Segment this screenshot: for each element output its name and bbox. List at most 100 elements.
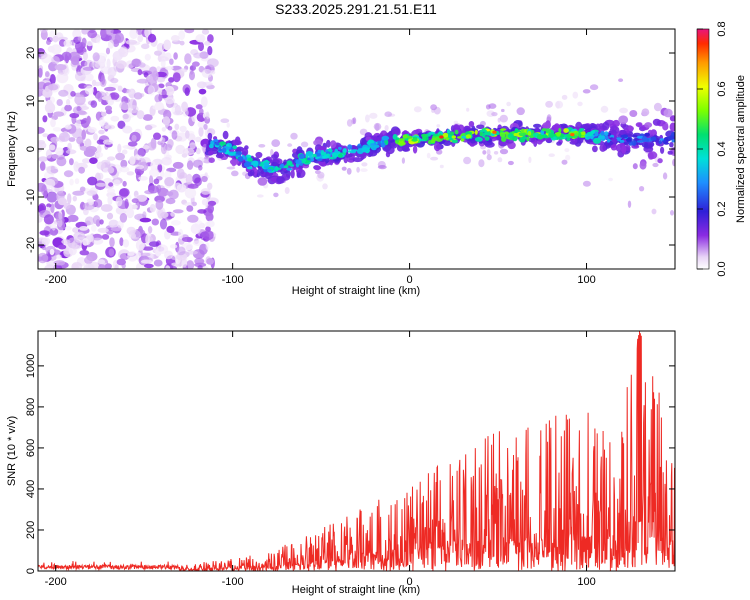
heatmap-noise-cell: [98, 129, 105, 135]
snr-frame: [37, 330, 676, 572]
heatmap-noise-cell: [195, 34, 206, 43]
heatmap-noise-cell: [82, 51, 88, 61]
heatmap-noise-cell: [126, 171, 135, 176]
heatmap-signal-cell: [610, 125, 618, 132]
heatmap-signal-cell: [432, 133, 439, 137]
heatmap-signal-cell: [663, 142, 670, 145]
spectrogram-y-tick-label: -10: [25, 189, 37, 205]
heatmap-signal-cell: [465, 131, 472, 136]
heatmap-signal-cell: [641, 142, 649, 148]
heatmap-noise-cell: [572, 91, 579, 99]
heatmap-noise-cell: [176, 253, 188, 261]
heatmap-noise-cell: [142, 246, 154, 251]
heatmap-signal-cell: [295, 159, 302, 165]
heatmap-noise-cell: [144, 53, 151, 61]
heatmap-noise-cell: [174, 123, 180, 130]
heatmap-noise-cell: [436, 124, 441, 128]
heatmap-noise-cell: [64, 226, 72, 231]
heatmap-noise-cell: [172, 209, 184, 214]
heatmap-signal-cell: [559, 133, 565, 138]
heatmap-signal-cell: [619, 139, 625, 143]
heatmap-noise-cell: [125, 39, 138, 45]
heatmap-noise-cell: [40, 29, 48, 33]
heatmap-noise-cell: [95, 152, 104, 158]
heatmap-noise-cell: [147, 141, 157, 151]
heatmap-signal-cell: [221, 147, 227, 153]
heatmap-signal-cell: [227, 152, 236, 156]
heatmap-noise-cell: [138, 176, 149, 181]
heatmap-noise-cell: [86, 198, 94, 203]
heatmap-noise-cell: [76, 136, 84, 145]
heatmap-noise-cell: [545, 100, 553, 108]
snr-y-tick-label: 0: [25, 568, 37, 574]
heatmap-noise-cell: [413, 106, 422, 113]
heatmap-noise-cell: [92, 215, 101, 225]
spectrogram-y-tick-label: 0: [25, 146, 37, 152]
heatmap-noise-cell: [317, 171, 325, 179]
heatmap-noise-cell: [127, 105, 139, 114]
heatmap-signal-cell: [669, 122, 675, 132]
heatmap-noise-cell: [117, 85, 123, 92]
heatmap-noise-cell: [119, 213, 128, 223]
heatmap-noise-cell: [105, 47, 111, 55]
heatmap-noise-cell: [133, 155, 144, 161]
heatmap-signal-cell: [541, 128, 547, 132]
heatmap-noise-cell: [98, 59, 106, 67]
heatmap-noise-cell: [101, 111, 107, 117]
heatmap-noise-cell: [74, 94, 86, 106]
spectrogram-y-tick-label: -20: [25, 237, 37, 253]
heatmap-signal-cell: [305, 151, 314, 157]
heatmap-noise-cell: [101, 95, 112, 101]
heatmap-signal-cell: [644, 132, 650, 137]
heatmap-noise-cell: [104, 86, 116, 92]
heatmap-noise-cell: [119, 188, 130, 197]
heatmap-noise-cell: [52, 127, 62, 132]
heatmap-signal-cell: [652, 162, 659, 168]
heatmap-signal-cell: [498, 141, 504, 146]
heatmap-noise-cell: [74, 71, 86, 82]
heatmap-noise-cell: [119, 237, 124, 247]
heatmap-signal-cell: [636, 135, 644, 139]
heatmap-noise-cell: [207, 34, 214, 44]
heatmap-noise-cell: [186, 205, 194, 212]
heatmap-noise-cell: [204, 172, 208, 177]
heatmap-signal-cell: [377, 140, 381, 145]
snr-x-tick-label: 100: [577, 576, 595, 588]
heatmap-noise-cell: [161, 89, 167, 98]
heatmap-noise-cell: [561, 94, 568, 100]
heatmap-noise-cell: [430, 156, 439, 161]
heatmap-signal-cell: [215, 142, 221, 146]
heatmap-noise-cell: [322, 183, 328, 190]
heatmap-noise-cell: [79, 250, 90, 256]
heatmap-noise-cell: [51, 221, 56, 231]
heatmap-signal-cell: [286, 160, 293, 166]
heatmap-noise-cell: [384, 111, 393, 117]
heatmap-noise-cell: [118, 47, 125, 58]
heatmap-noise-cell: [187, 183, 199, 189]
heatmap-signal-cell: [234, 154, 239, 157]
heatmap-signal-cell: [290, 169, 295, 179]
heatmap-noise-cell: [59, 132, 70, 142]
heatmap-noise-cell: [94, 199, 103, 208]
heatmap-signal-cell: [620, 134, 629, 139]
heatmap-noise-cell: [166, 191, 174, 196]
heatmap-noise-cell: [618, 78, 624, 82]
heatmap-peak-cell: [451, 135, 456, 139]
spectrogram-x-tick-label: -200: [45, 274, 67, 286]
heatmap-noise-cell: [256, 194, 264, 198]
heatmap-noise-cell: [453, 120, 459, 125]
heatmap-noise-cell: [352, 117, 357, 125]
heatmap-noise-cell: [121, 149, 128, 155]
heatmap-noise-cell: [181, 236, 194, 242]
snr-y-tick-label: 400: [25, 480, 37, 498]
heatmap-noise-cell: [131, 204, 138, 210]
heatmap-noise-cell: [108, 248, 115, 257]
heatmap-noise-cell: [201, 68, 213, 78]
heatmap-noise-cell: [166, 225, 175, 233]
heatmap-signal-cell: [580, 123, 591, 129]
heatmap-noise-cell: [600, 105, 609, 113]
heatmap-noise-cell: [164, 144, 173, 151]
heatmap-noise-cell: [153, 132, 161, 140]
heatmap-noise-cell: [182, 147, 195, 156]
heatmap-noise-cell: [171, 104, 183, 116]
